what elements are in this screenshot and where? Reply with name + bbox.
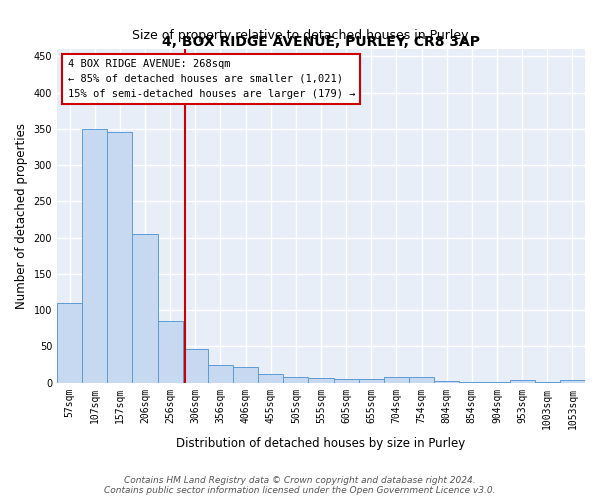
Bar	[308, 378, 334, 382]
Bar	[233, 366, 258, 382]
Bar	[258, 374, 283, 382]
Bar	[158, 321, 183, 382]
Bar	[283, 377, 308, 382]
Title: 4, BOX RIDGE AVENUE, PURLEY, CR8 3AP: 4, BOX RIDGE AVENUE, PURLEY, CR8 3AP	[162, 35, 480, 49]
Bar	[57, 303, 82, 382]
Text: Size of property relative to detached houses in Purley: Size of property relative to detached ho…	[132, 30, 468, 43]
Bar	[183, 348, 208, 382]
Bar	[107, 132, 133, 382]
X-axis label: Distribution of detached houses by size in Purley: Distribution of detached houses by size …	[176, 437, 466, 450]
Bar	[560, 380, 585, 382]
Bar	[359, 379, 384, 382]
Bar	[334, 379, 359, 382]
Bar	[434, 380, 459, 382]
Y-axis label: Number of detached properties: Number of detached properties	[15, 123, 28, 309]
Bar	[384, 377, 409, 382]
Bar	[509, 380, 535, 382]
Text: Contains HM Land Registry data © Crown copyright and database right 2024.
Contai: Contains HM Land Registry data © Crown c…	[104, 476, 496, 495]
Bar	[208, 364, 233, 382]
Bar	[133, 234, 158, 382]
Bar	[82, 129, 107, 382]
Text: 4 BOX RIDGE AVENUE: 268sqm
← 85% of detached houses are smaller (1,021)
15% of s: 4 BOX RIDGE AVENUE: 268sqm ← 85% of deta…	[68, 59, 355, 98]
Bar	[409, 377, 434, 382]
